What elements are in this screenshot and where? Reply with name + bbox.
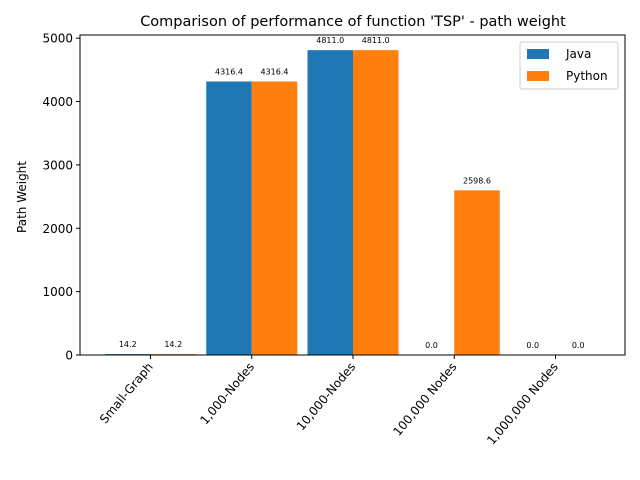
- data-label-python-1: 4316.4: [261, 67, 289, 76]
- x-tick-label-0: Small-Graph: [97, 360, 156, 426]
- bar-python-2: [353, 50, 399, 355]
- bar-python-3: [454, 190, 500, 355]
- y-tick-label-1: 1000: [42, 285, 73, 299]
- x-tick-label-1: 1,000-Nodes: [197, 360, 257, 427]
- y-tick-label-5: 5000: [42, 32, 73, 46]
- plot-area: 14.2 4316.4 4811.0 0.0 0.0 14.2 4316.4 4811.0 25…: [42, 32, 626, 447]
- data-label-python-4: 0.0: [572, 341, 585, 350]
- legend-swatch-python: [527, 71, 549, 81]
- data-label-java-0: 14.2: [119, 340, 137, 349]
- data-label-python-2: 4811.0: [362, 36, 390, 45]
- bar-java-2: [307, 50, 353, 355]
- data-label-java-4: 0.0: [526, 341, 539, 350]
- data-label-python-0: 14.2: [164, 340, 182, 349]
- legend-swatch-java: [527, 49, 549, 59]
- x-tick-label-4: 1,000,000 Nodes: [484, 360, 561, 447]
- bar-python-1: [251, 81, 298, 356]
- chart-title: Comparison of performance of function 'T…: [140, 14, 566, 30]
- data-label-java-3: 0.0: [425, 341, 438, 350]
- bar-java-1: [206, 81, 252, 356]
- data-label-java-1: 4316.4: [215, 67, 243, 76]
- y-tick-label-4: 4000: [42, 95, 73, 109]
- data-label-python-3: 2598.6: [463, 176, 491, 185]
- legend-label-python: Python: [566, 69, 608, 83]
- x-tick-label-2: 10,000-Nodes: [294, 360, 359, 433]
- legend-label-java: Java: [565, 47, 591, 61]
- y-tick-label-3: 3000: [42, 158, 73, 172]
- y-axis-label: Path Weight: [15, 161, 29, 233]
- y-tick-label-2: 2000: [42, 222, 73, 236]
- legend: Java Python: [519, 41, 619, 90]
- data-label-java-2: 4811.0: [316, 36, 344, 45]
- y-tick-label-0: 0: [65, 349, 73, 363]
- x-tick-label-3: 100,000 Nodes: [390, 360, 459, 439]
